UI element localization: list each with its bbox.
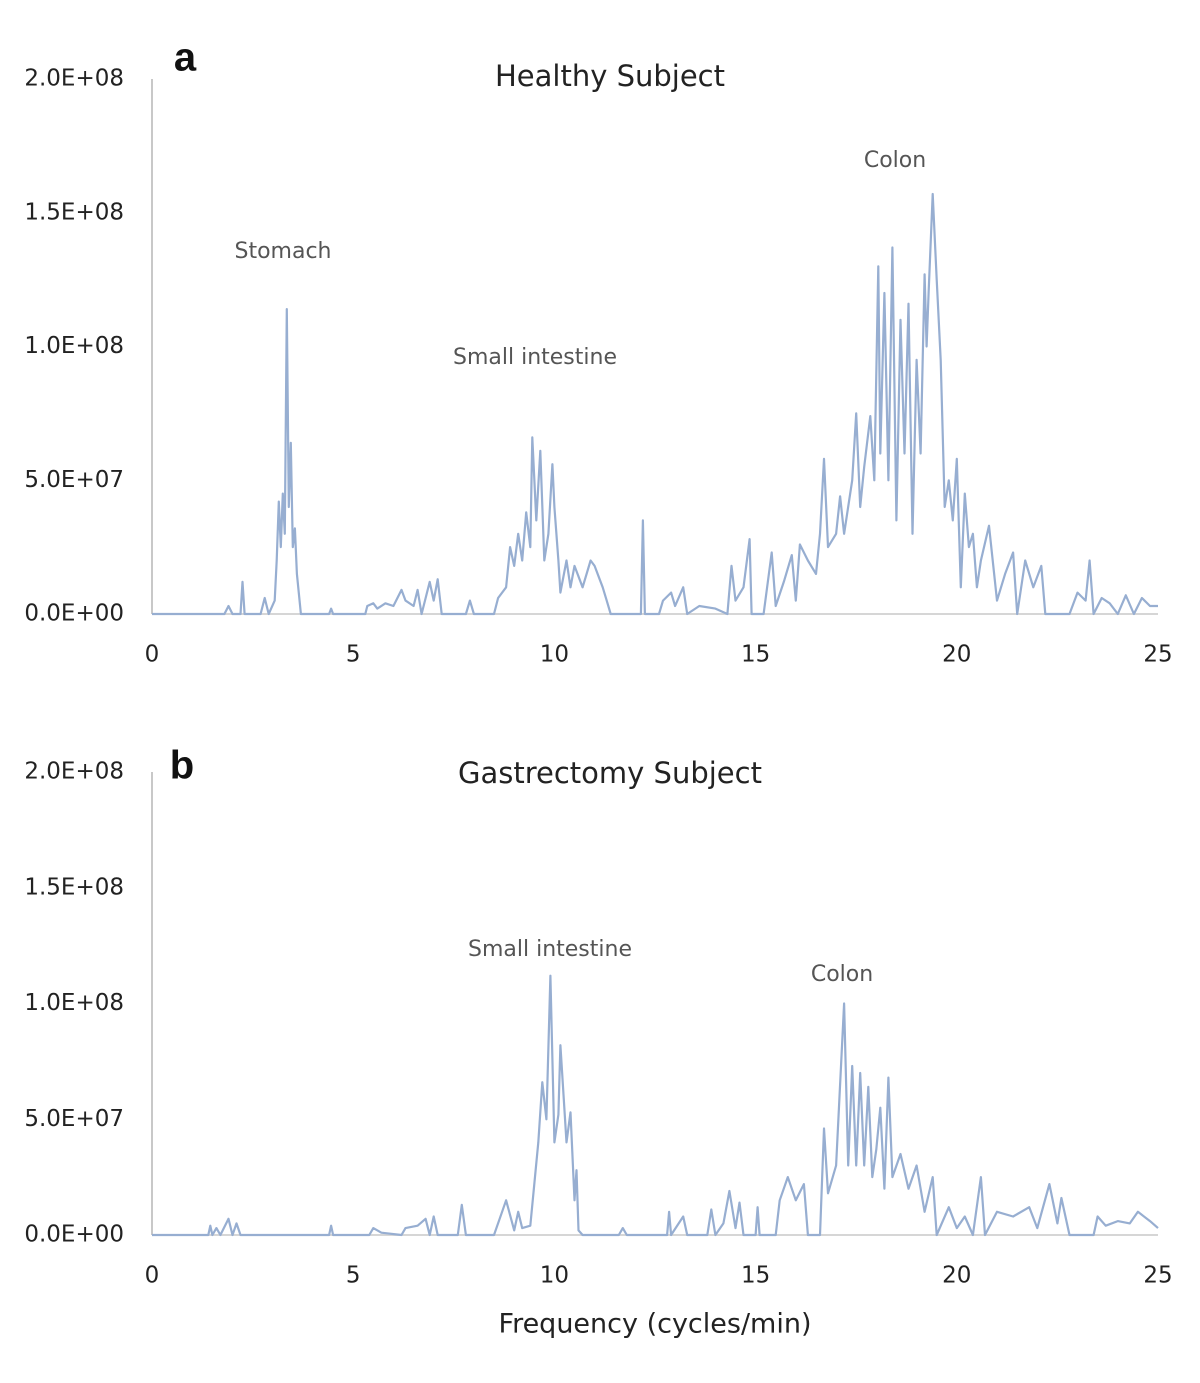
y-tick-label: 0.0E+00 <box>24 1222 124 1248</box>
y-tick-label: 1.0E+08 <box>24 990 124 1016</box>
y-tick-label: 5.0E+07 <box>24 467 124 493</box>
x-tick-label: 20 <box>942 642 971 668</box>
x-tick-label: 10 <box>540 642 569 668</box>
y-tick-label: 1.5E+08 <box>24 874 124 900</box>
x-tick-label: 5 <box>346 642 361 668</box>
y-tick-label: 1.0E+08 <box>24 333 124 359</box>
data-line <box>152 974 1159 1237</box>
panel-label: a <box>174 36 197 80</box>
y-tick-label: 2.0E+08 <box>24 759 124 785</box>
y-tick-label: 2.0E+08 <box>24 66 124 92</box>
annotation: Small intestine <box>453 345 617 370</box>
x-tick-label: 10 <box>540 1263 569 1289</box>
annotation: Stomach <box>234 239 331 264</box>
y-tick-label: 1.5E+08 <box>24 199 124 225</box>
annotation: Colon <box>864 148 926 173</box>
x-tick-label: 25 <box>1143 1263 1172 1289</box>
x-tick-label: 0 <box>145 642 160 668</box>
x-tick-label: 0 <box>145 1263 160 1289</box>
x-tick-label: 20 <box>942 1263 971 1289</box>
x-axis-label: Frequency (cycles/min) <box>499 1309 812 1340</box>
panel-label: b <box>170 744 194 788</box>
annotation: Colon <box>811 962 873 987</box>
x-tick-label: 25 <box>1143 642 1172 668</box>
x-tick-label: 15 <box>741 642 770 668</box>
y-tick-label: 0.0E+00 <box>24 601 124 627</box>
annotation: Small intestine <box>468 937 632 962</box>
chart-title: Gastrectomy Subject <box>458 756 762 790</box>
data-line <box>152 192 1158 616</box>
y-tick-label: 5.0E+07 <box>24 1106 124 1132</box>
x-tick-label: 5 <box>346 1263 361 1289</box>
chart-title: Healthy Subject <box>495 59 725 93</box>
x-tick-label: 15 <box>741 1263 770 1289</box>
